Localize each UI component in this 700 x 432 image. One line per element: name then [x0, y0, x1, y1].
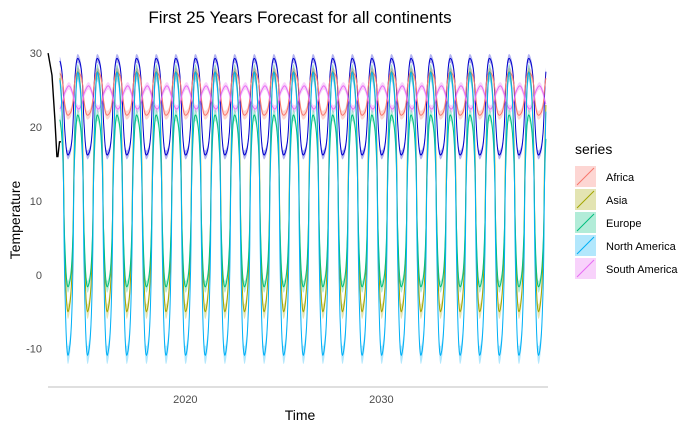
legend-key-line	[576, 213, 595, 232]
x-tick-label: 2030	[369, 394, 393, 406]
plot-area	[47, 52, 547, 365]
series-extra-0	[59, 53, 547, 160]
legend-label: Africa	[606, 172, 635, 184]
legend-item-europe: Europe	[575, 212, 641, 233]
legend-label: South America	[606, 264, 678, 276]
y-axis-title: Temperature	[7, 180, 23, 259]
legend-key-line	[576, 190, 595, 209]
legend-item-south-america: South America	[575, 258, 678, 279]
series-north-america	[59, 63, 547, 365]
y-tick-label: 30	[30, 48, 42, 60]
series-south-america	[59, 82, 547, 113]
line-south-america	[59, 85, 547, 110]
y-tick-label: -10	[26, 344, 42, 356]
legend-key-line	[576, 259, 595, 278]
line-north-america	[59, 71, 547, 357]
history-line	[47, 52, 61, 158]
legend-title: series	[575, 141, 612, 157]
chart-title: First 25 Years Forecast for all continen…	[148, 8, 451, 27]
legend-key-line	[576, 167, 595, 186]
legend-label: North America	[606, 241, 677, 253]
legend-label: Asia	[606, 195, 628, 207]
legend-item-north-america: North America	[575, 235, 677, 256]
legend-item-africa: Africa	[575, 166, 635, 187]
legend-item-asia: Asia	[575, 189, 628, 210]
series-africa	[59, 67, 547, 120]
y-tick-label: 10	[30, 196, 42, 208]
legend-label: Europe	[606, 218, 641, 230]
line-extra-0	[59, 57, 547, 156]
x-axis-ticks: 2020 2030	[173, 394, 394, 406]
line-africa	[59, 71, 547, 116]
x-tick-label: 2020	[173, 394, 197, 406]
x-axis-title: Time	[285, 407, 316, 423]
legend-key-line	[576, 236, 595, 255]
legend: series Africa Asia Europe North America Sout…	[575, 141, 678, 279]
y-tick-label: 20	[30, 122, 42, 134]
y-tick-label: 0	[36, 270, 42, 282]
band-africa	[59, 67, 546, 120]
y-axis-ticks: -10 0 10 20 30	[26, 48, 42, 356]
